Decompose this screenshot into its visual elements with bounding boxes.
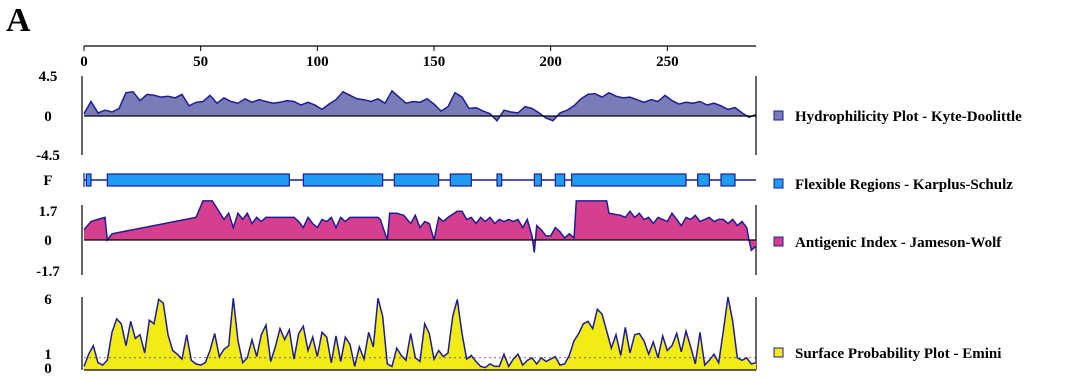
legend-label: Antigenic Index - Jameson-Wolf xyxy=(795,235,1002,251)
y-tick-label: 1.7 xyxy=(39,204,58,220)
flex-region xyxy=(571,173,687,187)
legend-swatch xyxy=(773,110,784,121)
y-tick-label: 0 xyxy=(44,361,52,377)
legend: Hydrophilicity Plot - Kyte-Doolittle Flex… xyxy=(773,109,1022,362)
y-tick-label: -4.5 xyxy=(36,148,60,164)
legend-swatch xyxy=(773,178,784,189)
flex-region xyxy=(85,173,92,187)
series-area xyxy=(84,297,756,370)
top-axis: 0 50 100 150 200 250 xyxy=(80,45,756,70)
y-tick-label: -1.7 xyxy=(36,264,60,280)
y-tick-label: 1 xyxy=(44,347,52,363)
flex-region xyxy=(302,173,384,187)
y-tick-label: 6 xyxy=(44,292,52,308)
series-area xyxy=(84,90,756,121)
x-tick-label: 250 xyxy=(656,54,679,70)
hydrophilicity-track: 4.5 0 -4.5 xyxy=(36,69,757,164)
x-tick-label: 50 xyxy=(193,54,208,70)
x-tick-label: 0 xyxy=(80,54,88,70)
y-tick-label: F xyxy=(43,173,52,189)
y-tick-label: 0 xyxy=(44,109,52,125)
legend-swatch xyxy=(773,236,784,247)
flexible-regions-track: F xyxy=(43,173,756,189)
legend-label: Flexible Regions - Karplus-Schulz xyxy=(795,177,1013,193)
x-tick-label: 150 xyxy=(423,54,446,70)
flex-region xyxy=(554,173,566,187)
x-tick-label: 200 xyxy=(539,54,562,70)
legend-label: Hydrophilicity Plot - Kyte-Doolittle xyxy=(795,109,1022,125)
series-line xyxy=(83,200,757,253)
legend-swatch xyxy=(773,347,784,358)
y-tick-label: 0 xyxy=(44,233,52,249)
flex-region xyxy=(533,173,542,187)
flex-region xyxy=(720,173,736,187)
surface-probability-track: 6 10 xyxy=(44,292,757,377)
series-line xyxy=(83,89,757,122)
flex-region xyxy=(697,173,710,187)
flex-region xyxy=(449,173,472,187)
panel-label: A xyxy=(6,2,31,39)
y-tick-label: 4.5 xyxy=(39,69,58,85)
series-line xyxy=(83,296,757,369)
flex-region xyxy=(393,173,440,187)
legend-label: Surface Probability Plot - Emini xyxy=(795,346,1001,362)
antigenic-index-track: 1.7 0 -1.7 xyxy=(36,200,757,280)
flex-region xyxy=(106,173,290,187)
x-tick-label: 100 xyxy=(306,54,329,70)
flex-region xyxy=(496,173,503,187)
